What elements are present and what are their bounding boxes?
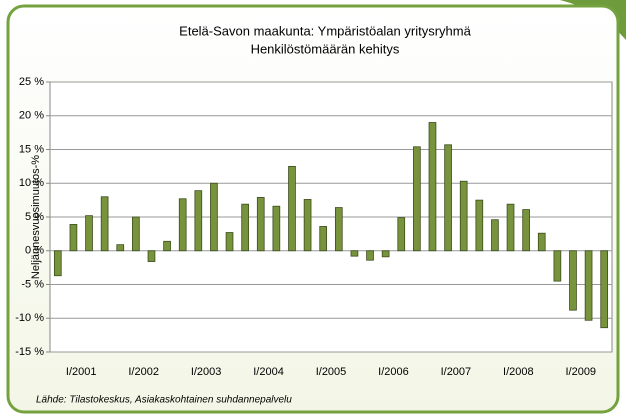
x-tick-label: I/2003 bbox=[191, 366, 222, 378]
bar bbox=[507, 204, 514, 251]
bar bbox=[289, 166, 296, 250]
chart: Etelä-Savon maakunta: Ympäristöalan yrit… bbox=[0, 0, 626, 419]
bar bbox=[148, 251, 155, 262]
bar bbox=[554, 251, 561, 281]
bar bbox=[70, 224, 77, 250]
bar bbox=[570, 251, 577, 310]
bar bbox=[273, 206, 280, 251]
y-tick-label: 5 % bbox=[25, 211, 44, 223]
bar bbox=[367, 251, 374, 260]
chart-title: Etelä-Savon maakunta: Ympäristöalan yrit… bbox=[179, 23, 471, 38]
bar bbox=[226, 233, 233, 251]
bar bbox=[585, 251, 592, 321]
x-tick-label: I/2001 bbox=[66, 366, 97, 378]
x-tick-label: I/2007 bbox=[441, 366, 472, 378]
x-tick-label: I/2002 bbox=[128, 366, 159, 378]
y-tick-label: 20 % bbox=[19, 110, 44, 122]
bar bbox=[398, 218, 405, 251]
bar bbox=[491, 220, 498, 251]
bar bbox=[210, 183, 217, 251]
bar bbox=[382, 251, 389, 257]
bar bbox=[335, 208, 342, 251]
y-tick-label: 10 % bbox=[19, 177, 44, 189]
bar bbox=[101, 197, 108, 251]
bar bbox=[413, 147, 420, 251]
bar bbox=[304, 199, 311, 250]
x-tick-label: I/2008 bbox=[503, 366, 534, 378]
bar bbox=[445, 145, 452, 251]
bar bbox=[601, 251, 608, 328]
bar bbox=[351, 251, 358, 256]
bar bbox=[242, 204, 249, 251]
y-tick-label: 0 % bbox=[25, 245, 44, 257]
chart-subtitle: Henkilöstömäärän kehitys bbox=[251, 41, 400, 56]
x-tick-label: I/2005 bbox=[316, 366, 347, 378]
bar bbox=[117, 245, 124, 251]
source: Lähde: Tilastokeskus, Asiakaskohtainen s… bbox=[36, 395, 292, 406]
bar bbox=[429, 123, 436, 251]
bar bbox=[86, 216, 93, 251]
bar bbox=[164, 241, 171, 250]
bar bbox=[476, 200, 483, 251]
bar bbox=[538, 233, 545, 251]
bar bbox=[54, 251, 61, 276]
y-tick-label: 15 % bbox=[19, 143, 44, 155]
bar bbox=[195, 191, 202, 251]
bar bbox=[320, 226, 327, 250]
x-tick-label: I/2009 bbox=[565, 366, 596, 378]
bar bbox=[132, 217, 139, 251]
bar bbox=[257, 197, 264, 250]
y-tick-label: -5 % bbox=[21, 278, 44, 290]
y-tick-label: 25 % bbox=[19, 76, 44, 88]
x-tick-label: I/2006 bbox=[378, 366, 409, 378]
y-tick-label: -15 % bbox=[15, 346, 44, 358]
y-tick-label: -10 % bbox=[15, 312, 44, 324]
x-tick-label: I/2004 bbox=[253, 366, 284, 378]
bar bbox=[523, 210, 530, 251]
page: {"chart_data": { "type": "bar", "title":… bbox=[0, 0, 626, 419]
bar bbox=[179, 199, 186, 251]
bar bbox=[460, 181, 467, 251]
